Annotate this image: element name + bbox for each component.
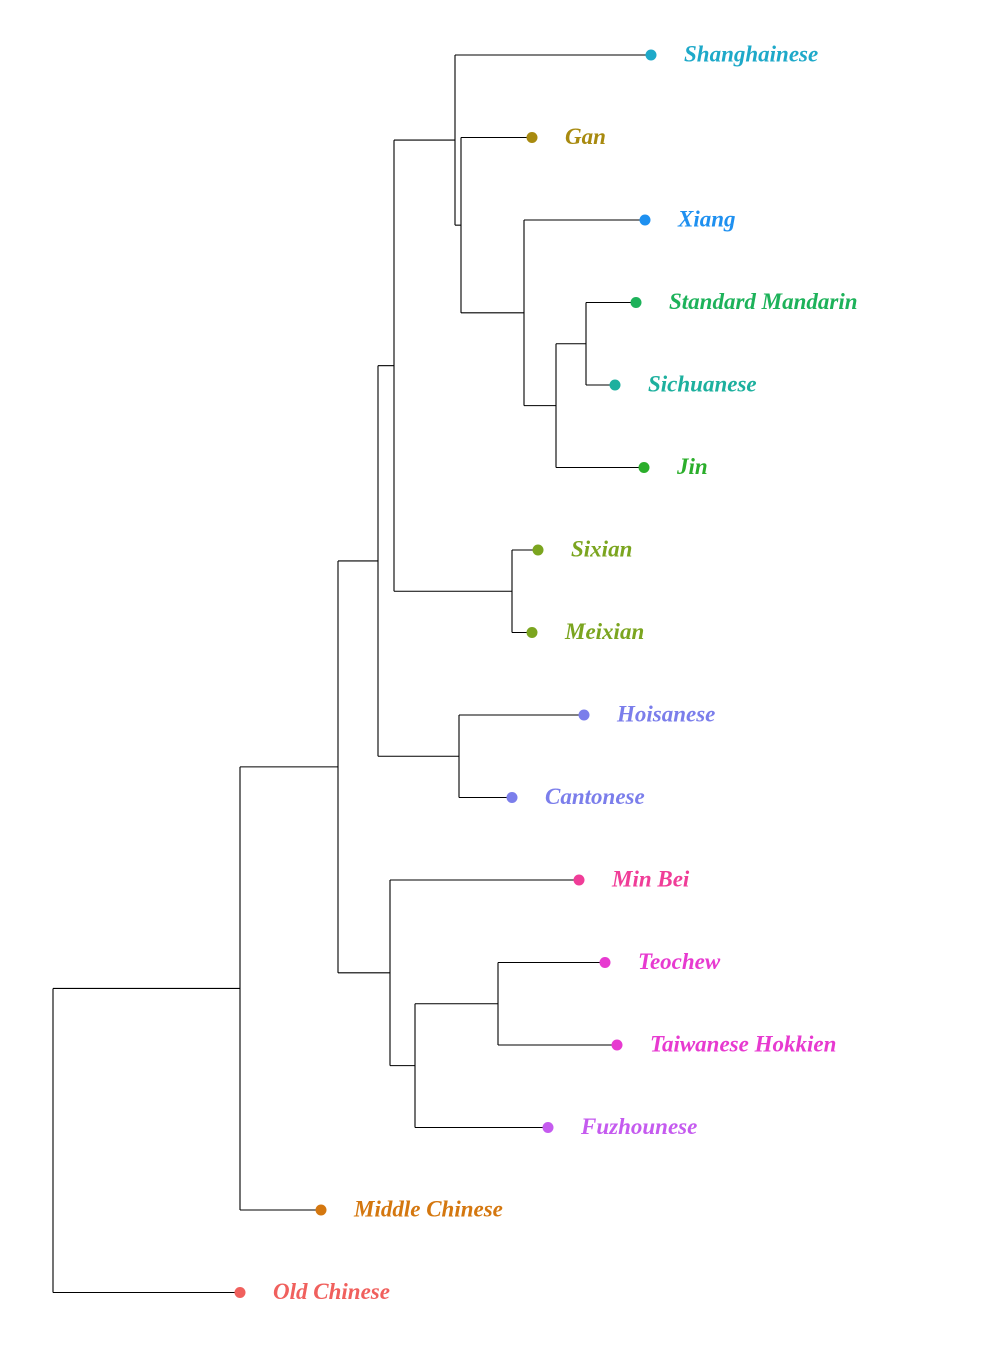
tip-dot-sichuanese [609,379,621,391]
tip-label-meixian: Meixian [564,619,644,644]
tip-dot-min-bei [573,874,585,886]
tip-label-taiwanese-hokkien: Taiwanese Hokkien [650,1031,836,1056]
tip-label-hoisanese: Hoisanese [616,701,715,726]
tip-label-sixian: Sixian [571,536,632,561]
tree-tips: Shanghainese Gan Xiang Standard Mandarin Sic… [234,41,858,1304]
tip-dot-standard-mandarin [630,297,642,308]
tip-dot-old-chinese [234,1287,246,1298]
tree-branches [52,54,651,1294]
tip-label-teochew: Teochew [638,949,721,974]
tip-label-gan: Gan [565,124,606,149]
tip-label-fuzhounese: Fuzhounese [580,1114,697,1139]
tip-label-xiang: Xiang [677,206,736,231]
tip-label-standard-mandarin: Standard Mandarin [669,289,858,314]
tip-label-old-chinese: Old Chinese [273,1279,390,1304]
tip-dot-taiwanese-hokkien [611,1039,623,1051]
tip-dot-xiang [639,214,651,226]
tip-dot-gan [526,132,538,143]
tip-label-min-bei: Min Bei [611,866,690,891]
tip-dot-middle-chinese [315,1204,327,1216]
tip-dot-shanghainese [645,49,657,61]
tip-label-middle-chinese: Middle Chinese [353,1196,503,1221]
tip-dot-sixian [532,544,544,556]
tip-dot-jin [638,462,650,473]
tip-dot-cantonese [506,792,518,803]
tip-label-shanghainese: Shanghainese [684,41,818,66]
tip-dot-meixian [526,627,538,638]
tip-label-sichuanese: Sichuanese [648,371,757,396]
tip-dot-fuzhounese [542,1122,554,1133]
tip-dot-teochew [599,957,611,968]
tip-dot-hoisanese [578,709,590,721]
tip-label-jin: Jin [676,454,708,479]
tip-label-cantonese: Cantonese [545,784,645,809]
